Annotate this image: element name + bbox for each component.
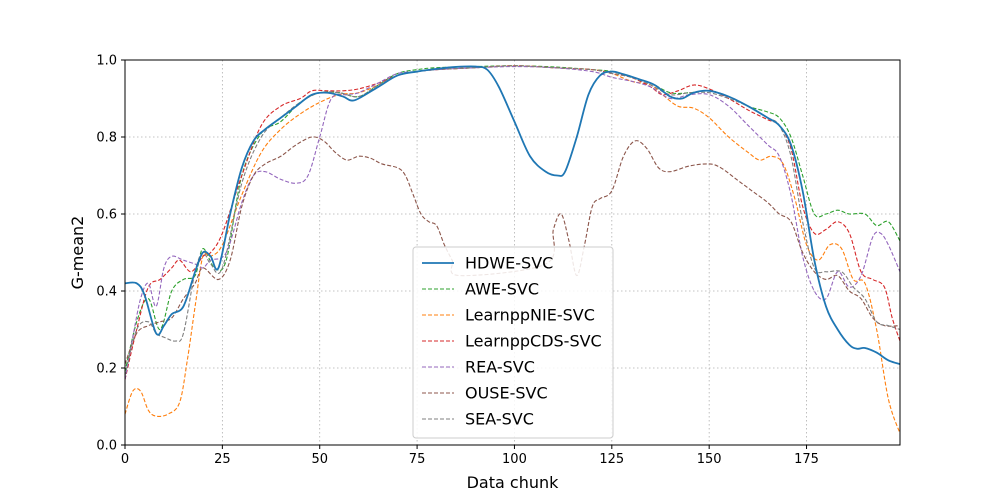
x-tick-label: 175 [794,452,819,467]
series-line-hdwe-svc [125,65,900,366]
x-tick-label: 75 [409,452,426,467]
x-axis-label: Data chunk [467,473,560,492]
x-tick-label: 0 [121,452,129,467]
x-tick-label: 100 [502,452,527,467]
x-tick-label: 125 [599,452,624,467]
x-tick-label: 50 [311,452,328,467]
y-tick-label: 0.4 [96,285,117,300]
y-tick-label: 1.0 [96,54,117,69]
y-tick-label: 0.2 [96,362,117,377]
x-axis-ticks: 0 25 50 75 100 125 150 175 [121,445,819,467]
y-tick-label: 0.0 [96,439,117,454]
legend-box [412,246,614,439]
plot-area [125,65,900,434]
legend-label-sea-svc: SEA-SVC [465,410,534,429]
legend-label-learnppcds-svc: LearnppCDS-SVC [465,332,602,351]
x-tick-label: 25 [214,452,231,467]
legend-label-learnppnie-svc: LearnppNIE-SVC [465,306,595,325]
y-axis-label: G-mean2 [68,216,87,290]
series-lines [125,65,900,434]
y-tick-label: 0.8 [96,131,117,146]
legend-label-awe-svc: AWE-SVC [465,280,539,299]
legend-label-rea-svc: REA-SVC [465,358,535,377]
legend-label-ouse-svc: OUSE-SVC [465,384,548,403]
y-axis-ticks: 0.0 0.2 0.4 0.6 0.8 1.0 [96,54,125,454]
plot-frame [124,59,901,446]
y-tick-label: 0.6 [96,208,117,223]
legend: HDWE-SVC AWE-SVC LearnppNIE-SVC LearnppCDS-… [412,246,614,439]
series-line-ouse-svc [125,136,900,365]
legend-label-hdwe-svc: HDWE-SVC [465,254,553,273]
x-tick-label: 150 [697,452,722,467]
